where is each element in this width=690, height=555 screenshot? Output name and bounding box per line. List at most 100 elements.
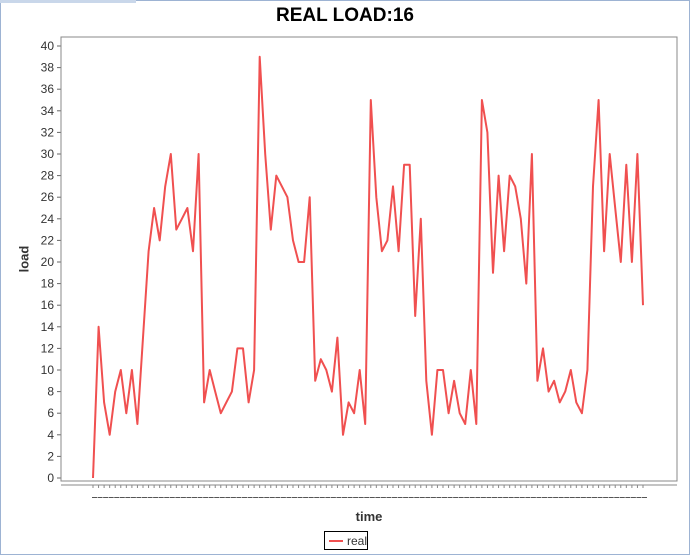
x-tick-label xyxy=(186,497,192,498)
x-tick-label xyxy=(475,497,481,498)
x-tick-label xyxy=(619,497,625,498)
x-tick-label xyxy=(142,497,147,498)
y-tick-label: 16 xyxy=(41,298,55,312)
x-tick-label xyxy=(575,497,581,498)
y-tick-label: 40 xyxy=(41,39,55,53)
x-tick-label xyxy=(569,497,575,498)
x-tick-label xyxy=(436,497,442,498)
x-tick-label xyxy=(353,497,359,498)
x-tick-label xyxy=(325,497,331,498)
x-tick-label xyxy=(180,497,186,498)
x-tick-label xyxy=(458,497,464,498)
x-tick-label xyxy=(358,497,364,498)
y-tick-label: 34 xyxy=(41,104,55,118)
plot-area-border xyxy=(60,36,678,482)
y-tick-label: 4 xyxy=(47,428,54,442)
x-tick-label xyxy=(419,497,425,498)
y-tick-label: 30 xyxy=(41,147,55,161)
x-tick-label xyxy=(580,497,586,498)
x-tick-label xyxy=(158,497,164,498)
y-tick-label: 22 xyxy=(41,233,55,247)
y-tick-label: 18 xyxy=(41,277,55,291)
x-tick-label xyxy=(592,497,597,498)
x-tick-label xyxy=(636,497,642,498)
x-tick-label xyxy=(625,497,631,498)
x-tick-label xyxy=(125,497,131,498)
legend-label-real: real xyxy=(346,533,367,548)
x-tick-label xyxy=(364,497,370,498)
y-tick-label: 26 xyxy=(41,190,55,204)
x-tick-label xyxy=(314,497,320,498)
x-tick-label xyxy=(242,497,247,498)
x-tick-label xyxy=(92,497,97,498)
x-tick-label xyxy=(525,497,531,498)
x-tick-label xyxy=(153,497,159,498)
x-tick-label xyxy=(397,497,403,498)
x-tick-label xyxy=(542,497,547,498)
y-axis-label: load xyxy=(16,245,32,273)
x-tick-label xyxy=(164,497,170,498)
x-tick-label xyxy=(303,497,309,498)
x-tick-label xyxy=(347,497,353,498)
x-tick-label xyxy=(425,497,431,498)
x-tick-label xyxy=(380,497,386,498)
x-tick-label xyxy=(603,497,609,498)
x-tick-label xyxy=(292,497,297,498)
y-tick-label: 32 xyxy=(41,125,55,139)
x-tick-label xyxy=(253,497,259,498)
x-tick-label xyxy=(280,497,286,498)
x-tick-label xyxy=(614,497,620,498)
series-line-real xyxy=(92,55,644,479)
x-tick-label xyxy=(297,497,303,498)
x-tick-label xyxy=(336,497,342,498)
x-tick-label xyxy=(608,497,614,498)
legend-swatch-real xyxy=(329,539,343,542)
x-tick-label xyxy=(414,497,420,498)
x-tick-label xyxy=(175,497,181,498)
x-tick-label xyxy=(269,497,275,498)
x-tick-label xyxy=(219,497,225,498)
x-tick-label xyxy=(108,497,114,498)
x-tick-label xyxy=(430,497,436,498)
x-tick-label xyxy=(564,497,570,498)
x-tick-label xyxy=(536,497,542,498)
x-tick-label xyxy=(375,497,381,498)
x-tick-label xyxy=(192,497,197,498)
y-tick-label: 6 xyxy=(47,406,54,420)
legend: real xyxy=(324,531,368,550)
x-tick-label xyxy=(492,497,497,498)
y-tick-label: 0 xyxy=(47,471,54,485)
x-tick-label xyxy=(392,497,397,498)
x-tick-label xyxy=(503,497,509,498)
x-tick-label xyxy=(275,497,281,498)
x-tick-label xyxy=(597,497,603,498)
y-tick-label: 24 xyxy=(41,212,55,226)
x-tick-label xyxy=(464,497,470,498)
y-tick-label: 36 xyxy=(41,82,55,96)
x-tick-label xyxy=(214,497,220,498)
x-tick-label xyxy=(264,497,270,498)
x-tick-label xyxy=(169,497,175,498)
window-top-accent xyxy=(0,0,136,3)
x-tick-label xyxy=(447,497,453,498)
x-tick-label xyxy=(103,497,109,498)
x-tick-label xyxy=(114,497,120,498)
y-tick-label: 38 xyxy=(41,61,55,75)
x-tick-label xyxy=(330,497,336,498)
x-tick-label xyxy=(319,497,325,498)
x-tick-label xyxy=(508,497,514,498)
x-tick-label xyxy=(553,497,559,498)
x-tick-label xyxy=(230,497,236,498)
x-tick-label xyxy=(147,497,153,498)
x-tick-label xyxy=(442,497,447,498)
x-axis xyxy=(61,484,677,498)
x-tick-label xyxy=(236,497,242,498)
x-tick-label xyxy=(386,497,392,498)
x-tick-label xyxy=(558,497,564,498)
y-tick-label: 8 xyxy=(47,385,54,399)
x-tick-label xyxy=(369,497,375,498)
x-tick-label xyxy=(547,497,553,498)
x-tick-label xyxy=(530,497,536,498)
x-tick-label xyxy=(130,497,136,498)
